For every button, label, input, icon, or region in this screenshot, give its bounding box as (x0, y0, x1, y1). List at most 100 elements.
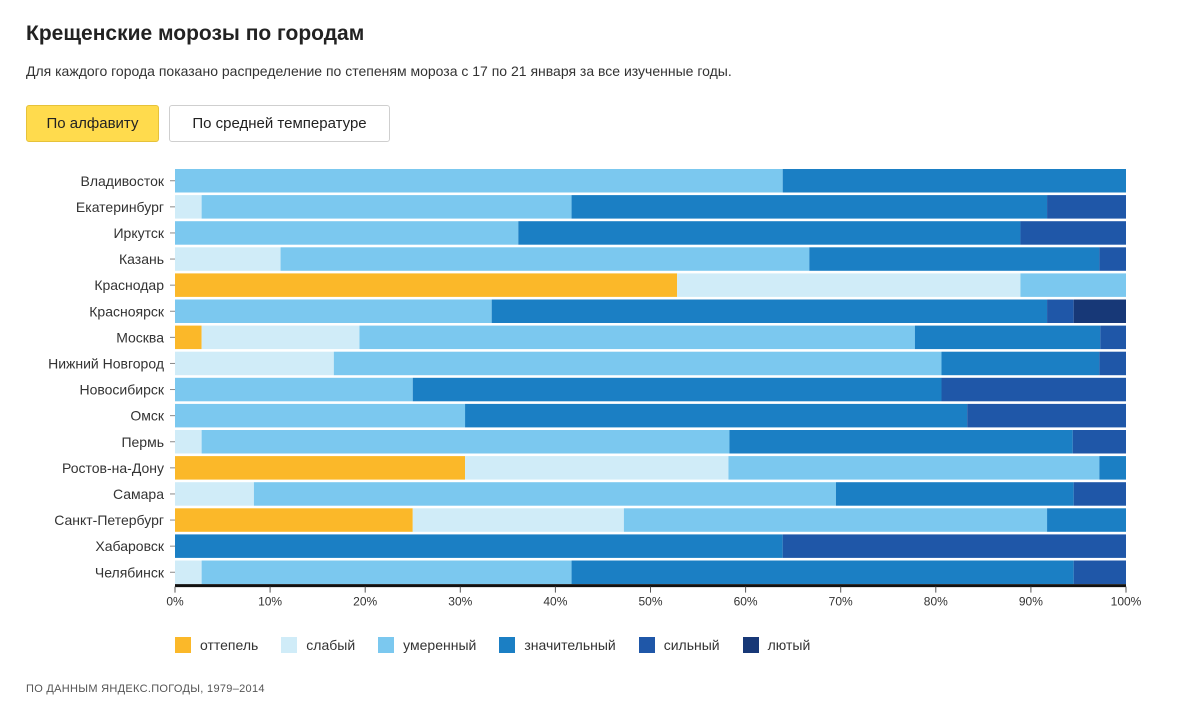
bar-segment[interactable] (175, 221, 519, 245)
bar-segment[interactable] (280, 247, 810, 271)
legend-swatch (281, 637, 298, 653)
category-label: Казань (119, 251, 164, 267)
bar-segment[interactable] (175, 325, 202, 350)
category-label: Хабаровск (95, 538, 164, 554)
bar-segment[interactable] (465, 403, 968, 428)
category-label: Челябинск (95, 564, 165, 580)
bar-segment[interactable] (1099, 247, 1126, 271)
bar-segment[interactable] (1020, 273, 1126, 297)
x-tick-label: 30% (448, 595, 472, 609)
category-label: Москва (116, 329, 164, 345)
bar-segment[interactable] (914, 325, 1101, 350)
bar-segment[interactable] (1020, 221, 1126, 245)
bar-segment[interactable] (1047, 195, 1126, 219)
bar-segment[interactable] (782, 169, 1126, 193)
category-label: Санкт-Петербург (54, 512, 164, 528)
x-tick-label: 10% (258, 595, 282, 609)
x-tick-label: 40% (543, 595, 567, 609)
bar-segment[interactable] (782, 534, 1126, 558)
legend-label: лютый (767, 637, 811, 653)
legend-label: значительный (524, 637, 616, 653)
bar-segment[interactable] (809, 247, 1100, 271)
legend: оттепель слабый умеренный значительный сильн… (175, 637, 833, 653)
bar-segment[interactable] (728, 456, 1100, 480)
bar-segment[interactable] (941, 377, 1126, 402)
legend-label: сильный (663, 637, 720, 653)
legend-label: оттепель (200, 637, 259, 653)
category-label: Владивосток (80, 173, 164, 189)
bar-segment[interactable] (175, 299, 492, 324)
category-label: Краснодар (94, 277, 164, 293)
bar-segment[interactable] (677, 273, 1021, 297)
legend-swatch (378, 637, 395, 653)
bar-segment[interactable] (201, 195, 572, 219)
bar-segment[interactable] (941, 351, 1100, 376)
bar-segment[interactable] (253, 482, 836, 506)
bar-segment[interactable] (175, 247, 281, 271)
legend-item: лютый (742, 637, 811, 653)
bar-segment[interactable] (412, 508, 624, 532)
bar-segment[interactable] (359, 325, 915, 350)
legend-item: значительный (499, 637, 616, 653)
sort-alphabetical-button[interactable]: По алфавиту (26, 105, 159, 142)
bar-segment[interactable] (201, 325, 360, 350)
bar-segment[interactable] (412, 377, 942, 402)
category-label: Екатеринбург (76, 199, 164, 215)
bar-segment[interactable] (175, 273, 678, 297)
category-label: Красноярск (89, 303, 165, 319)
stacked-bar-chart: Владивосток Екатеринбург Иркутск Казань Крас… (48, 169, 1142, 609)
x-tick-label: 80% (924, 595, 948, 609)
bar-segment[interactable] (175, 560, 202, 585)
category-label: Пермь (121, 434, 164, 450)
bar-segment[interactable] (175, 508, 413, 532)
bar-segment[interactable] (201, 560, 572, 585)
bar-segment[interactable] (333, 351, 942, 376)
bar-segment[interactable] (1099, 351, 1126, 376)
legend-swatch (175, 637, 191, 653)
category-label: Омск (130, 408, 165, 424)
bar-segment[interactable] (571, 195, 1048, 219)
bar-segment[interactable] (1073, 560, 1126, 585)
category-label: Иркутск (113, 225, 164, 241)
bar-segment[interactable] (175, 377, 413, 402)
bar-segment[interactable] (835, 482, 1074, 506)
bar-segment[interactable] (623, 508, 1048, 532)
legend-swatch (638, 637, 655, 653)
sort-by-temperature-button[interactable]: По средней температуре (169, 105, 390, 142)
bar-segment[interactable] (1072, 430, 1126, 454)
bar-segment[interactable] (175, 430, 202, 454)
legend-swatch (742, 637, 759, 653)
bar-segment[interactable] (175, 351, 334, 376)
bar-segment[interactable] (1047, 299, 1074, 324)
source-note: ПО ДАННЫМ ЯНДЕКС.ПОГОДЫ, 1979–2014 (26, 683, 265, 695)
bar-segment[interactable] (1100, 325, 1126, 350)
bar-segment[interactable] (175, 482, 254, 506)
category-label: Самара (113, 486, 164, 502)
x-tick-label: 70% (829, 595, 853, 609)
bar-segment[interactable] (175, 403, 466, 428)
bar-segment[interactable] (175, 195, 202, 219)
bar-segment[interactable] (175, 534, 783, 558)
bar-segment[interactable] (967, 403, 1126, 428)
legend-label: слабый (306, 637, 356, 653)
legend-item: умеренный (378, 637, 476, 653)
bar-segment[interactable] (518, 221, 1021, 245)
legend-swatch (499, 637, 516, 653)
x-tick-label: 50% (638, 595, 662, 609)
legend-label: умеренный (403, 637, 477, 653)
bar-segment[interactable] (1073, 482, 1126, 506)
category-label: Новосибирск (79, 382, 164, 398)
bar-segment[interactable] (571, 560, 1074, 585)
bar-segment[interactable] (491, 299, 1048, 324)
legend-item: оттепель (175, 637, 258, 653)
x-tick-label: 60% (734, 595, 758, 609)
bar-segment[interactable] (175, 169, 783, 193)
category-label: Ростов-на-Дону (62, 460, 164, 476)
bar-segment[interactable] (201, 430, 730, 454)
bar-segment[interactable] (1047, 508, 1126, 532)
bar-segment[interactable] (729, 430, 1073, 454)
bar-segment[interactable] (1099, 456, 1126, 480)
bar-segment[interactable] (175, 456, 466, 480)
bar-segment[interactable] (1073, 299, 1126, 324)
bar-segment[interactable] (465, 456, 729, 480)
